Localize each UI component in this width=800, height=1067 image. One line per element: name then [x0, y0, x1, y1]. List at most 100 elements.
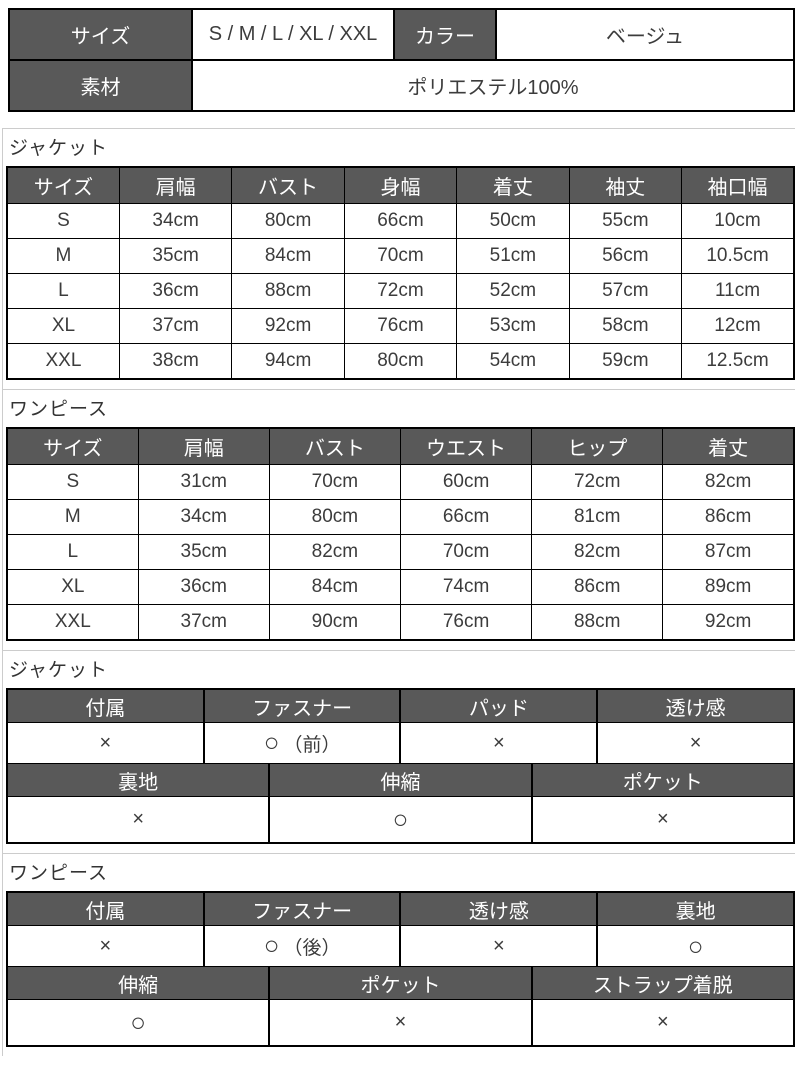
onepiece-features-table: 付属 ファスナー 透け感 裏地 × ○ （後） × ○ 伸縮 ポケット ストラップ… [5, 891, 796, 1047]
jacket-size-table: サイズ 肩幅 バスト 身幅 着丈 袖丈 袖口幅 S 34cm 80cm 66cm 50cm 55cm 1… [6, 166, 795, 380]
feature-mark: × [132, 808, 144, 830]
size-value-cell: 92cm [662, 604, 795, 641]
size-value-cell: 36cm [118, 273, 233, 309]
onepiece-size-section: ワンピース サイズ 肩幅 バスト ウエスト ヒップ 着丈 S 31cm 70cm 60cm 72c… [3, 389, 795, 650]
size-value-cell: 70cm [268, 464, 401, 500]
color-value-cell: ベージュ [495, 8, 795, 61]
size-value-cell: 90cm [268, 604, 401, 641]
size-value-cell: 34cm [118, 203, 233, 239]
size-value-cell: S [6, 203, 120, 239]
size-value-cell: 82cm [531, 534, 664, 570]
size-value-cell: 58cm [568, 308, 683, 344]
size-value-cell: 80cm [268, 499, 401, 535]
size-value-cell: L [6, 534, 139, 570]
feature-value-cell: × [530, 796, 796, 844]
size-value-cell: 59cm [568, 343, 683, 380]
size-value-cell: 84cm [231, 238, 345, 274]
feature-value-cell: × [399, 925, 599, 967]
jacket-features-table: 付属 ファスナー パッド 透け感 × ○ （前） × × 裏地 伸縮 ポケット [5, 688, 796, 844]
onepiece-features-value-row-2: ○ × × [5, 999, 796, 1047]
material-label-cell: 素材 [8, 59, 193, 112]
size-value-cell: 82cm [268, 534, 401, 570]
size-value-cell: 94cm [231, 343, 345, 380]
size-value-cell: 55cm [568, 203, 683, 239]
onepiece-features-section: ワンピース 付属 ファスナー 透け感 裏地 × ○ （後） × ○ [3, 853, 796, 1056]
table-row: XXL 37cm 90cm 76cm 88cm 92cm [6, 604, 795, 641]
feature-mark: × [656, 1011, 669, 1033]
onepiece-features-header-row-2: 伸縮 ポケット ストラップ着脱 [5, 966, 796, 1000]
jacket-features-header-row-2: 裏地 伸縮 ポケット [5, 763, 796, 797]
jacket-features-section: ジャケット 付属 ファスナー パッド 透け感 × ○ （前） × × [3, 650, 796, 853]
feature-mark: ○ [392, 804, 409, 834]
size-value-cell: 12.5cm [681, 343, 795, 380]
size-value-cell: 37cm [118, 308, 233, 344]
feature-mark: × [394, 1011, 407, 1033]
size-value-cell: 50cm [456, 203, 570, 239]
table-row: S 34cm 80cm 66cm 50cm 55cm 10cm [6, 203, 795, 239]
jacket-size-table-body: S 34cm 80cm 66cm 50cm 55cm 10cm M 35cm 84cm 70cm 51… [6, 203, 795, 380]
jacket-size-section-title: ジャケット [9, 138, 109, 159]
size-value-cell: 57cm [568, 273, 683, 309]
column-header: 透け感 [596, 688, 795, 723]
feature-note: （前） [283, 735, 341, 756]
material-value-cell: ポリエステル100% [191, 59, 795, 112]
onepiece-size-header-row: サイズ 肩幅 バスト ウエスト ヒップ 着丈 [6, 427, 795, 465]
column-header: 袖口幅 [681, 166, 795, 204]
size-value-cell: XXL [6, 604, 139, 641]
feature-mark: × [689, 731, 702, 754]
onepiece-size-table-body: S 31cm 70cm 60cm 72cm 82cm M 34cm 80cm 66cm 81cm 86… [6, 464, 795, 641]
size-value-cell: XL [6, 569, 139, 605]
size-value-cell: 52cm [456, 273, 570, 309]
size-value-cell: 38cm [118, 343, 233, 380]
table-row: XL 36cm 84cm 74cm 86cm 89cm [6, 569, 795, 605]
size-value-cell: 70cm [343, 238, 458, 274]
feature-mark: ○ [130, 1007, 147, 1037]
size-value-cell: 66cm [343, 203, 458, 239]
column-header: 伸縮 [268, 763, 533, 797]
size-value-cell: 54cm [456, 343, 570, 380]
size-value-cell: S / M / L / XL / XXL [191, 8, 395, 61]
size-value-cell: 36cm [137, 569, 270, 605]
size-value-cell: 53cm [456, 308, 570, 344]
jacket-size-header-row: サイズ 肩幅 バスト 身幅 着丈 袖丈 袖口幅 [6, 166, 795, 204]
column-header: ウエスト [399, 427, 533, 465]
column-header: バスト [268, 427, 401, 465]
table-row: XXL 38cm 94cm 80cm 54cm 59cm 12.5cm [6, 343, 795, 380]
column-header: 着丈 [662, 427, 795, 465]
column-header: サイズ [6, 166, 120, 204]
feature-value-cell: × [6, 925, 205, 967]
size-value-cell: 72cm [343, 273, 458, 309]
table-row: M 34cm 80cm 66cm 81cm 86cm [6, 499, 795, 535]
size-value-cell: 35cm [137, 534, 270, 570]
table-row: S 31cm 70cm 60cm 72cm 82cm [6, 464, 795, 500]
table-row: XL 37cm 92cm 76cm 53cm 58cm 12cm [6, 308, 795, 344]
feature-value-cell: ○ [596, 925, 795, 967]
feature-value-cell: × [530, 999, 796, 1047]
size-value-cell: 88cm [231, 273, 345, 309]
size-value-cell: 12cm [681, 308, 795, 344]
column-header: 肩幅 [118, 166, 233, 204]
size-value-cell: 80cm [231, 203, 345, 239]
size-value-cell: 11cm [681, 273, 795, 309]
feature-value-cell: ○ [5, 999, 271, 1047]
size-value-cell: 35cm [118, 238, 233, 274]
size-value-cell: 34cm [137, 499, 270, 535]
feature-mark: × [656, 808, 669, 830]
size-value-cell: 60cm [399, 464, 533, 500]
info-row-material: 素材 ポリエステル100% [8, 59, 795, 112]
feature-value-cell: × [268, 999, 533, 1047]
column-header: 伸縮 [5, 966, 271, 1000]
size-value-cell: 31cm [137, 464, 270, 500]
size-value-cell: M [6, 238, 120, 274]
onepiece-features-value-row-1: × ○ （後） × ○ [6, 925, 795, 967]
column-header: 着丈 [456, 166, 570, 204]
feature-mark: × [99, 934, 112, 957]
feature-mark: × [492, 934, 505, 957]
column-header: ファスナー [202, 891, 402, 926]
size-value-cell: 82cm [662, 464, 795, 500]
column-header: 付属 [6, 688, 205, 723]
size-value-cell: 84cm [268, 569, 401, 605]
feature-value-cell: × [6, 722, 205, 764]
size-value-cell: 89cm [662, 569, 795, 605]
onepiece-features-section-title: ワンピース [9, 863, 109, 884]
